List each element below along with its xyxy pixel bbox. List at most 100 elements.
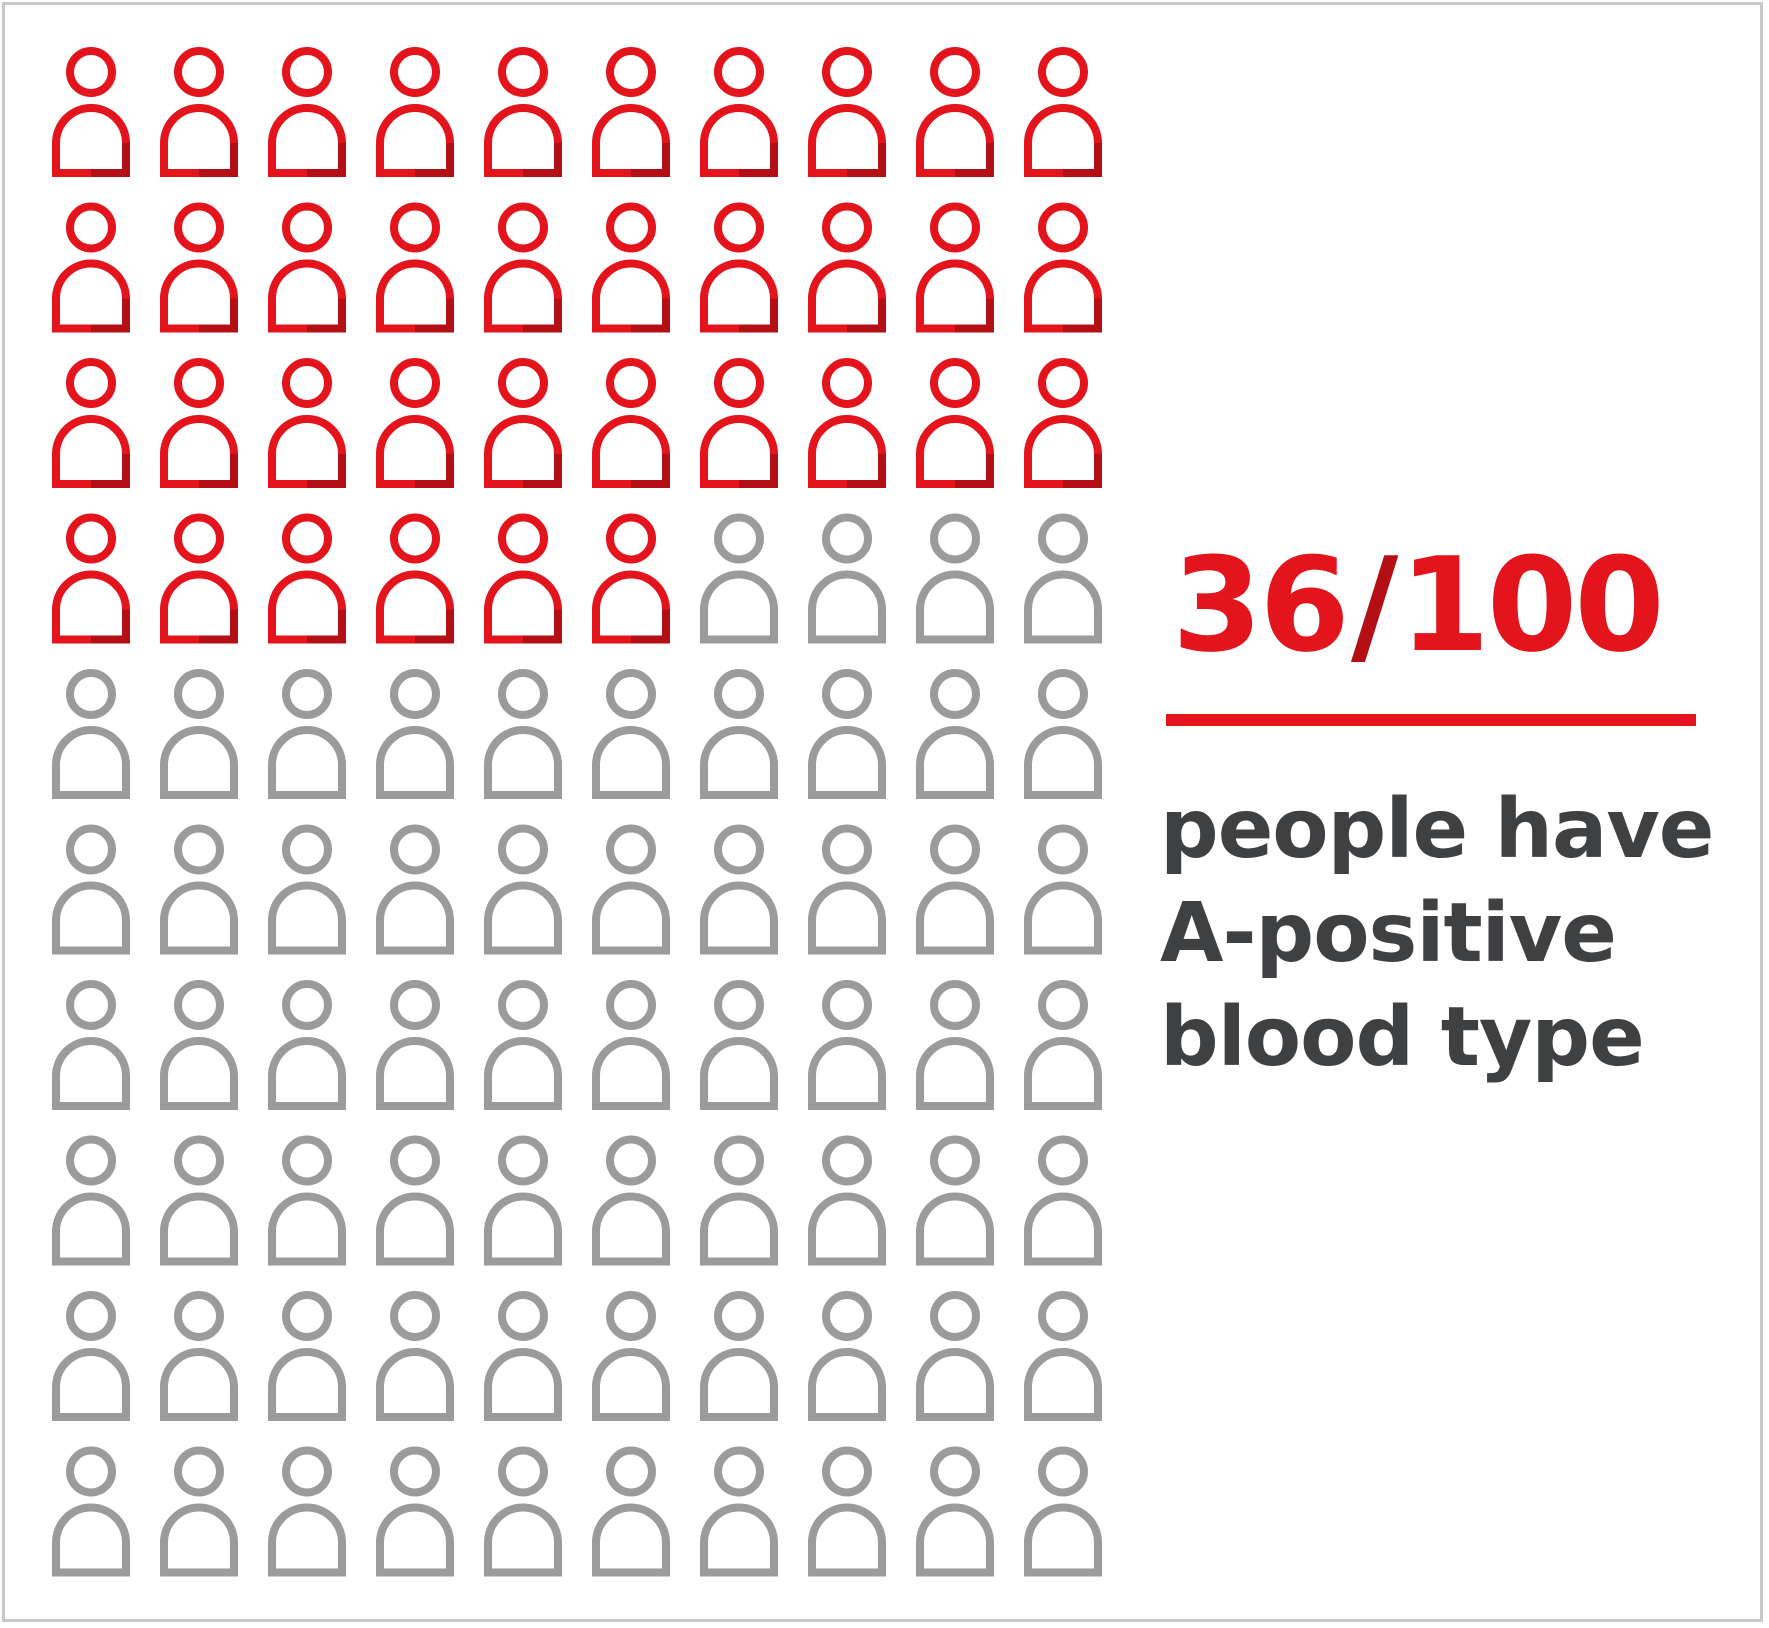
person-icon-shade [91, 609, 130, 644]
person-icon [916, 1135, 994, 1266]
person-icon-highlighted [376, 358, 454, 488]
person-icon [268, 980, 346, 1110]
person-icon [592, 1291, 670, 1421]
person-icon [700, 669, 778, 799]
person-icon [916, 669, 994, 799]
stat-caption-line: blood type [1160, 990, 1645, 1085]
person-icon [160, 1291, 238, 1421]
person-icon-shade [631, 298, 670, 333]
person-icon [376, 1446, 454, 1577]
person-icon [700, 1446, 778, 1577]
person-icon [52, 1291, 130, 1421]
person-icon-shade [631, 454, 670, 488]
person-icon-highlighted [268, 358, 346, 488]
person-icon-shade [523, 143, 562, 177]
stat-value: 36/100 [1172, 540, 1720, 670]
person-icon-highlighted [268, 202, 346, 333]
person-icon-highlighted [160, 47, 238, 177]
person-icon [1024, 1446, 1102, 1577]
person-icon [808, 1135, 886, 1266]
person-icon [376, 1291, 454, 1421]
person-icon-shade [307, 143, 346, 177]
person-icon-shade [1063, 454, 1102, 488]
person-icon [1024, 513, 1102, 644]
person-icon [808, 824, 886, 955]
person-icon [160, 669, 238, 799]
person-icon [52, 1446, 130, 1577]
person-icon-highlighted [1024, 202, 1102, 333]
person-icon [808, 669, 886, 799]
person-icon [484, 980, 562, 1110]
person-icon [268, 1135, 346, 1266]
person-icon-highlighted [1024, 47, 1102, 177]
pictogram-grid [52, 47, 1102, 1577]
person-icon-shade [523, 454, 562, 488]
person-icon [700, 513, 778, 644]
person-icon [268, 1446, 346, 1577]
person-icon [592, 669, 670, 799]
person-icon-shade [415, 609, 454, 644]
person-icon-highlighted [916, 202, 994, 333]
person-icon-shade [847, 143, 886, 177]
person-icon-shade [955, 143, 994, 177]
person-icon-shade [739, 454, 778, 488]
stat-divider [1166, 714, 1696, 726]
person-icon-highlighted [160, 202, 238, 333]
person-icon [916, 824, 994, 955]
stat-count: 36 [1172, 529, 1350, 681]
person-icon-highlighted [592, 202, 670, 333]
person-icon-highlighted [376, 513, 454, 644]
person-icon-highlighted [268, 513, 346, 644]
person-icon [808, 1446, 886, 1577]
person-icon [916, 980, 994, 1110]
person-icon [268, 824, 346, 955]
person-icon [808, 980, 886, 1110]
person-icon-highlighted [160, 513, 238, 644]
person-icon-highlighted [808, 358, 886, 488]
person-icon [484, 669, 562, 799]
person-icon-highlighted [1024, 358, 1102, 488]
person-icon [52, 1135, 130, 1266]
person-icon-highlighted [592, 47, 670, 177]
person-icon [916, 1446, 994, 1577]
person-icon [160, 1135, 238, 1266]
person-icon [484, 1291, 562, 1421]
person-icon [1024, 1291, 1102, 1421]
person-icon-shade [415, 454, 454, 488]
person-icon-highlighted [52, 202, 130, 333]
person-icon [592, 1446, 670, 1577]
person-icon-highlighted [484, 358, 562, 488]
person-icon-highlighted [268, 47, 346, 177]
person-icon-highlighted [916, 358, 994, 488]
person-icon [376, 824, 454, 955]
person-icon [808, 513, 886, 644]
person-icon-shade [955, 298, 994, 333]
person-icon-highlighted [592, 513, 670, 644]
person-icon [592, 824, 670, 955]
person-icon-shade [199, 143, 238, 177]
stat-block: 36/100 people have A-positive blood type [1160, 540, 1720, 1090]
person-icon [160, 980, 238, 1110]
person-icon-shade [91, 454, 130, 488]
stat-separator: / [1350, 529, 1399, 681]
person-icon-highlighted [376, 47, 454, 177]
person-icon-highlighted [52, 513, 130, 644]
person-icon-highlighted [916, 47, 994, 177]
person-icon-shade [91, 143, 130, 177]
person-icon-highlighted [700, 202, 778, 333]
person-icon-shade [739, 298, 778, 333]
person-icon-highlighted [484, 202, 562, 333]
person-icon-shade [523, 609, 562, 644]
person-icon [700, 824, 778, 955]
person-icon [916, 513, 994, 644]
person-icon [1024, 1135, 1102, 1266]
stat-caption-line: A-positive [1160, 886, 1617, 981]
person-icon-highlighted [808, 47, 886, 177]
person-icon-shade [847, 454, 886, 488]
person-icon-shade [307, 609, 346, 644]
stat-caption-line: people have [1160, 782, 1714, 877]
person-icon [916, 1291, 994, 1421]
person-icon [700, 1135, 778, 1266]
person-icon-shade [1063, 143, 1102, 177]
